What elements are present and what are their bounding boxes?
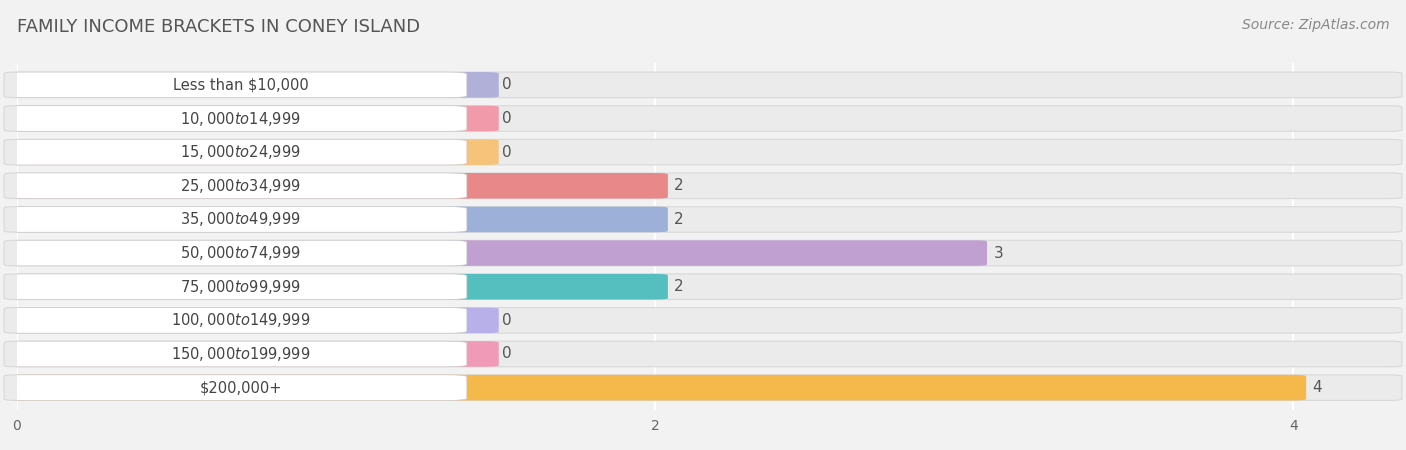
FancyBboxPatch shape [0,173,467,198]
Text: 0: 0 [502,313,512,328]
Text: 2: 2 [675,279,683,294]
FancyBboxPatch shape [0,207,467,232]
Text: 0: 0 [502,77,512,92]
FancyBboxPatch shape [4,140,499,165]
FancyBboxPatch shape [4,307,499,333]
Text: FAMILY INCOME BRACKETS IN CONEY ISLAND: FAMILY INCOME BRACKETS IN CONEY ISLAND [17,18,420,36]
Text: $150,000 to $199,999: $150,000 to $199,999 [172,345,311,363]
FancyBboxPatch shape [4,106,499,131]
FancyBboxPatch shape [0,140,467,165]
FancyBboxPatch shape [4,207,668,232]
Text: 2: 2 [675,212,683,227]
FancyBboxPatch shape [0,72,467,98]
Text: 0: 0 [502,346,512,361]
FancyBboxPatch shape [0,307,467,333]
FancyBboxPatch shape [0,341,467,367]
FancyBboxPatch shape [4,274,668,300]
FancyBboxPatch shape [4,341,499,367]
FancyBboxPatch shape [4,173,668,198]
FancyBboxPatch shape [4,375,1306,400]
Text: 3: 3 [994,246,1002,261]
FancyBboxPatch shape [4,240,1402,266]
FancyBboxPatch shape [4,240,987,266]
Text: $75,000 to $99,999: $75,000 to $99,999 [180,278,301,296]
FancyBboxPatch shape [4,72,499,98]
Text: $10,000 to $14,999: $10,000 to $14,999 [180,109,301,127]
FancyBboxPatch shape [0,375,467,400]
FancyBboxPatch shape [0,240,467,266]
FancyBboxPatch shape [4,307,1402,333]
Text: $50,000 to $74,999: $50,000 to $74,999 [180,244,301,262]
Text: Source: ZipAtlas.com: Source: ZipAtlas.com [1241,18,1389,32]
Text: $15,000 to $24,999: $15,000 to $24,999 [180,143,301,161]
FancyBboxPatch shape [4,207,1402,232]
Text: 0: 0 [502,111,512,126]
Text: $35,000 to $49,999: $35,000 to $49,999 [180,211,301,229]
Text: $200,000+: $200,000+ [200,380,283,395]
FancyBboxPatch shape [4,274,1402,300]
Text: $100,000 to $149,999: $100,000 to $149,999 [172,311,311,329]
FancyBboxPatch shape [4,341,1402,367]
Text: $25,000 to $34,999: $25,000 to $34,999 [180,177,301,195]
FancyBboxPatch shape [0,274,467,300]
FancyBboxPatch shape [4,140,1402,165]
FancyBboxPatch shape [4,106,1402,131]
FancyBboxPatch shape [0,106,467,131]
FancyBboxPatch shape [4,173,1402,198]
Text: Less than $10,000: Less than $10,000 [173,77,309,92]
Text: 4: 4 [1313,380,1322,395]
Text: 0: 0 [502,144,512,160]
Text: 2: 2 [675,178,683,194]
FancyBboxPatch shape [4,72,1402,98]
FancyBboxPatch shape [4,375,1402,400]
